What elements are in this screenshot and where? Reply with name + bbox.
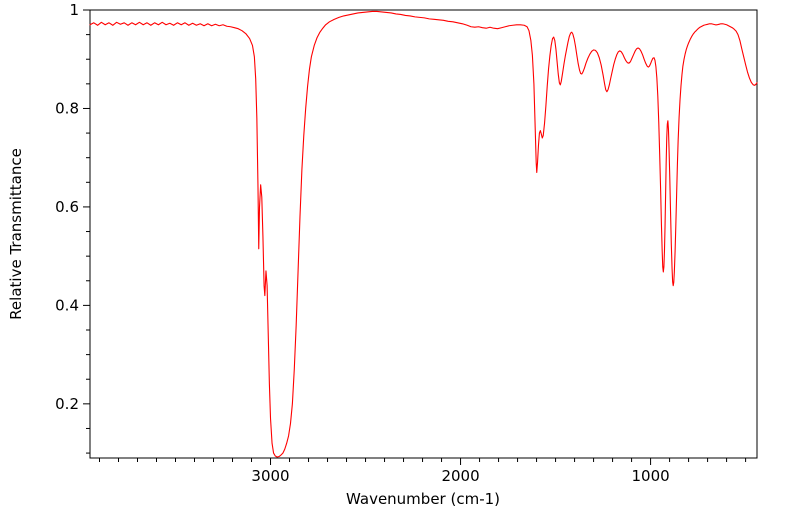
plot-frame xyxy=(89,9,758,459)
y-tick-label: 0.8 xyxy=(55,99,79,117)
y-tick-label: 1 xyxy=(69,1,79,19)
x-tick-label: 3000 xyxy=(251,467,289,485)
x-axis-label: Wavenumber (cm-1) xyxy=(346,490,500,508)
y-tick-label: 0.6 xyxy=(55,198,79,216)
y-tick-label: 0.2 xyxy=(55,395,79,413)
y-axis-label: Relative Transmittance xyxy=(7,148,25,320)
spectrum-line xyxy=(89,10,758,458)
x-tick-label: 2000 xyxy=(441,467,479,485)
x-tick-label: 1000 xyxy=(631,467,669,485)
y-tick-label: 0.4 xyxy=(55,296,79,314)
